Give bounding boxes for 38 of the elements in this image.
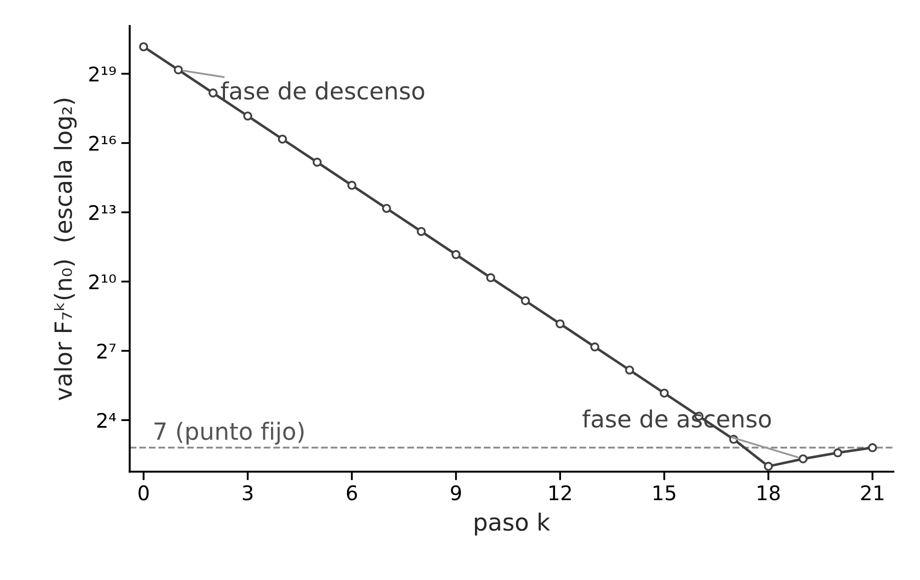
x-axis-title: paso k (474, 512, 550, 536)
point (243, 112, 252, 121)
annotation: fase de descenso (220, 81, 424, 100)
x-tick-label: 3 (242, 485, 252, 500)
point (278, 134, 287, 144)
point (798, 454, 808, 464)
y-tick-label: 2¹⁰ (89, 274, 116, 290)
point (868, 443, 878, 452)
x-tick-label: 15 (654, 486, 676, 500)
point (347, 180, 356, 190)
x-tick-label: 12 (550, 485, 571, 500)
point (764, 462, 773, 471)
point (139, 42, 148, 52)
y-tick-label: 2¹⁹ (89, 66, 116, 82)
x-tick-label: 9 (450, 485, 461, 500)
y-tick-label: 2⁷ (97, 344, 116, 358)
y-tick-label: 2¹⁶ (89, 136, 116, 151)
ref-line-label: 7 (punto fijo) (154, 422, 304, 445)
point (451, 250, 460, 260)
x-tick-label: 6 (346, 485, 357, 500)
y-tick-label: 2⁴ (97, 412, 116, 428)
y-axis-title: valor F₇ᵏ(n₀) (escala log₂) (54, 98, 77, 400)
point (520, 296, 530, 306)
point (382, 204, 392, 213)
x-tick-label: 0 (138, 485, 149, 500)
x-tick-label: 18 (758, 485, 780, 500)
point (556, 319, 565, 328)
point (590, 342, 600, 352)
point (660, 388, 669, 398)
point (208, 88, 218, 98)
point (833, 448, 842, 458)
point (625, 366, 634, 375)
y-tick-label: 2¹³ (89, 205, 116, 220)
point (486, 273, 496, 282)
point (312, 158, 322, 167)
point (416, 226, 426, 236)
x-tick-label: 21 (861, 485, 884, 500)
point (174, 65, 183, 74)
